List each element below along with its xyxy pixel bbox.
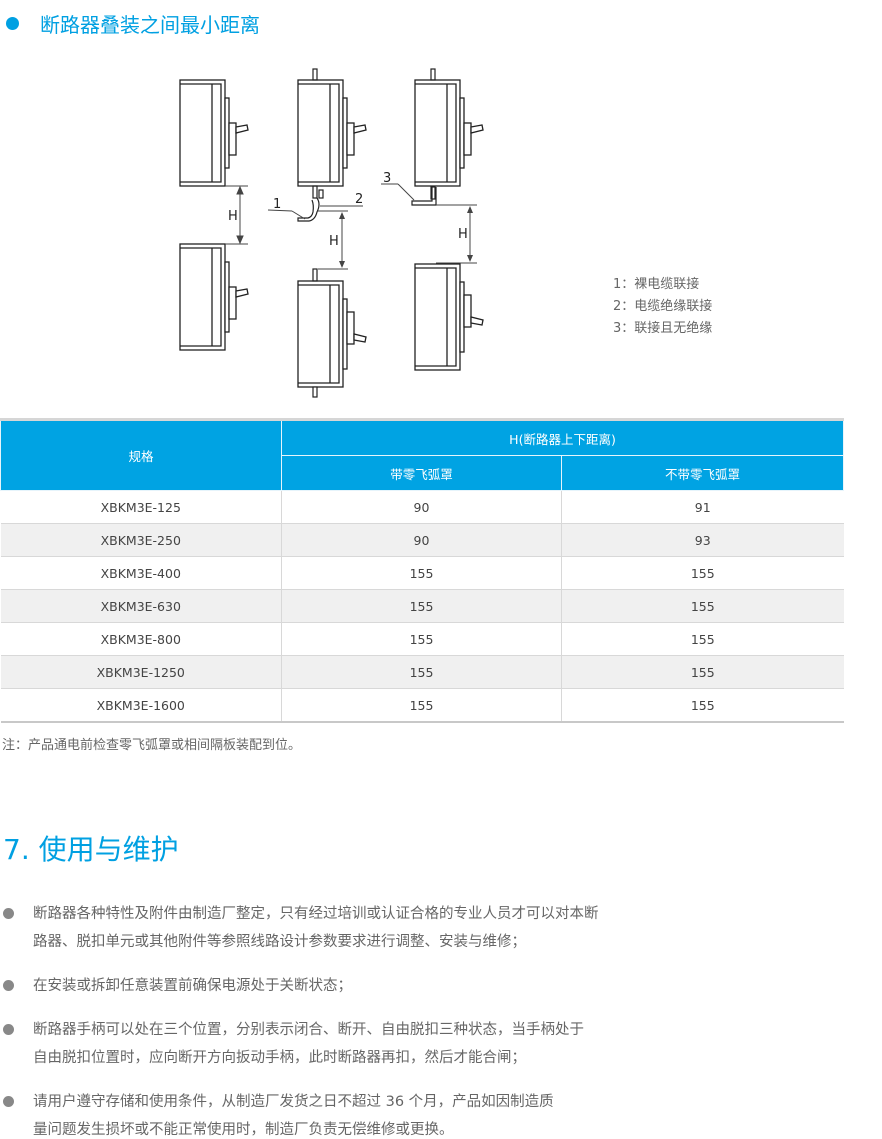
table-row: XBKM3E-1250 155 155 [0,655,844,689]
table-row: XBKM3E-400 155 155 [0,556,844,590]
bullet-icon [3,1024,14,1035]
table-row: XBKM3E-125 90 91 [0,490,844,524]
bullet-text: 路器、脱扣单元或其他附件等参照线路设计参数要求进行调整、安装与维修； [33,934,526,950]
breaker-middle-bottom [297,280,367,388]
cell-spec: XBKM3E-630 [0,589,282,623]
callout-1: 1 [273,197,281,212]
header-group: H(断路器上下距离) [281,419,844,456]
cell-without-arc-cover: 93 [561,523,844,557]
cell-spec: XBKM3E-1250 [0,655,282,689]
cell-without-arc-cover: 155 [561,688,844,723]
header-without-arc-cover: 不带零飞弧罩 [561,455,844,491]
maintenance-title: 7. 使用与维护 [3,833,179,866]
header-spec: 规格 [0,419,282,491]
dimension-label: H [228,209,238,224]
cell-with-arc-cover: 155 [281,688,562,723]
dimension-label: H [329,234,339,249]
header-with-arc-cover: 带零飞弧罩 [281,455,562,491]
breaker-left-top [179,79,249,187]
cell-spec: XBKM3E-125 [0,490,282,524]
cell-without-arc-cover: 155 [561,655,844,689]
legend-item: 1：裸电缆联接 [613,277,700,292]
bullet-icon [3,1096,14,1107]
cell-spec: XBKM3E-400 [0,556,282,590]
bullet-icon [3,908,14,919]
table-row: XBKM3E-250 90 93 [0,523,844,557]
note: 注：产品通电前检查零飞弧罩或相间隔板装配到位。 [2,738,302,753]
breaker-right-bottom [414,263,484,371]
cell-without-arc-cover: 155 [561,556,844,590]
cell-with-arc-cover: 155 [281,655,562,689]
table-row: XBKM3E-800 155 155 [0,622,844,656]
breaker-left-bottom [179,243,249,351]
section-title: 断路器叠装之间最小距离 [40,13,260,37]
legend-item: 2：电缆绝缘联接 [613,299,713,314]
cell-spec: XBKM3E-800 [0,622,282,656]
cell-without-arc-cover: 155 [561,589,844,623]
cell-with-arc-cover: 90 [281,490,562,524]
cell-without-arc-cover: 91 [561,490,844,524]
cell-with-arc-cover: 155 [281,556,562,590]
bullet-text: 自由脱扣位置时，应向断开方向扳动手柄，此时断路器再扣，然后才能合闸； [33,1050,526,1066]
cable-connection [297,185,324,222]
breaker-middle-top [297,79,367,187]
bullet-icon [3,980,14,991]
cell-without-arc-cover: 155 [561,622,844,656]
bullet-text: 在安装或拆卸任意装置前确保电源处于关断状态； [33,978,352,994]
bullet-text: 量问题发生损坏或不能正常使用时，制造厂负责无偿维修或更换。 [33,1122,454,1138]
breaker-stacking-diagram: H 1 2 H 3 H [179,68,484,398]
table-row: XBKM3E-1600 155 155 [0,688,844,723]
distance-table: 规格 H(断路器上下距离) 带零飞弧罩 不带零飞弧罩 XBKM3E-125 90 9… [0,418,844,723]
cell-spec: XBKM3E-1600 [0,688,282,723]
bullet-text: 断路器各种特性及附件由制造厂整定，只有经过培训或认证合格的专业人员才可以对本断 [33,906,599,922]
cell-with-arc-cover: 155 [281,589,562,623]
bullet-text: 断路器手柄可以处在三个位置，分别表示闭合、断开、自由脱扣三种状态，当手柄处于 [33,1022,584,1038]
table-row: XBKM3E-630 155 155 [0,589,844,623]
callout-2: 2 [355,192,363,207]
cell-spec: XBKM3E-250 [0,523,282,557]
legend-item: 3：联接且无绝缘 [613,321,713,336]
busbar-connection [411,186,437,206]
bullet-text: 请用户遵守存储和使用条件，从制造厂发货之日不超过 36 个月，产品如因制造质 [33,1094,554,1110]
dimension-label: H [458,227,468,242]
cell-with-arc-cover: 155 [281,622,562,656]
cell-with-arc-cover: 90 [281,523,562,557]
callout-3: 3 [383,171,391,186]
dimension-h-left [225,185,248,245]
section-bullet-icon [6,17,19,30]
breaker-right-top [414,79,484,187]
